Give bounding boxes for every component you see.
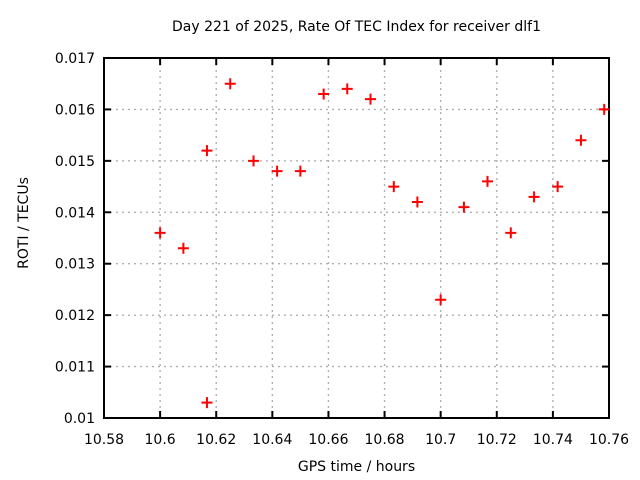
data-point [365,93,377,105]
data-point [482,175,494,187]
y-tick-label: 0.017 [55,51,95,67]
y-tick-label: 0.016 [55,102,95,118]
x-tick-label: 10.7 [425,432,456,448]
x-tick-label: 10.66 [308,432,348,448]
x-tick-label: 10.74 [533,432,573,448]
x-tick-label: 10.62 [196,432,236,448]
y-tick-label: 0.013 [55,257,95,273]
x-tick-label: 10.72 [477,432,517,448]
data-point [154,227,166,239]
data-point [458,201,470,213]
y-tick-label: 0.011 [55,360,95,376]
x-tick-label: 10.6 [145,432,176,448]
data-point [575,134,587,146]
data-point [388,181,400,193]
x-tick-label: 10.64 [252,432,292,448]
y-tick-label: 0.014 [55,205,95,221]
data-point [318,88,330,100]
y-tick-label: 0.015 [55,154,95,170]
data-point [177,242,189,254]
data-point [224,78,236,90]
data-point [201,397,213,409]
chart-title: Day 221 of 2025, Rate Of TEC Index for r… [172,19,541,35]
data-point [294,165,306,177]
data-point [411,196,423,208]
x-tick-label: 10.68 [365,432,405,448]
data-point [248,155,260,167]
y-tick-label: 0.012 [55,308,95,324]
x-tick-label: 10.58 [84,432,124,448]
data-point [271,165,283,177]
data-point [552,181,564,193]
x-axis-label: GPS time / hours [297,459,416,475]
data-point [435,294,447,306]
data-point [528,191,540,203]
data-point [201,145,213,157]
y-tick-label: 0.01 [64,411,95,427]
plot-border [103,57,610,419]
x-tick-label: 10.76 [589,432,629,448]
data-point [505,227,517,239]
data-point [341,83,353,95]
data-point [598,103,610,115]
